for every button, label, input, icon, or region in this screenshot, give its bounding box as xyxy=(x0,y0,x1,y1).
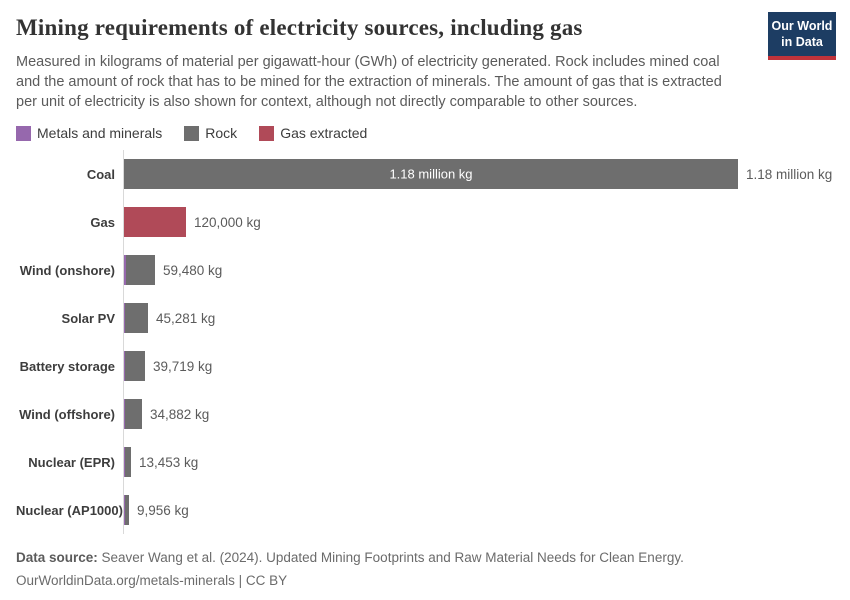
chart-subtitle: Measured in kilograms of material per gi… xyxy=(16,54,722,110)
bar-area: 45,281 kg xyxy=(123,294,834,342)
data-source-text: Seaver Wang et al. (2024). Updated Minin… xyxy=(97,550,684,565)
category-label: Nuclear (AP1000) xyxy=(16,502,123,518)
bar-segment-metals[interactable] xyxy=(124,351,125,381)
category-label: Coal xyxy=(86,166,115,182)
bar-area: 39,719 kg xyxy=(123,342,834,390)
bar[interactable] xyxy=(124,399,142,429)
bar-value-label: 34,882 kg xyxy=(150,406,210,422)
bar-segment-metals[interactable] xyxy=(124,447,125,477)
legend-swatch-icon xyxy=(259,125,275,141)
category-label: Gas xyxy=(90,214,115,230)
bar-value-label: 59,480 kg xyxy=(163,262,223,278)
chart-row: Battery storage 39,719 kg xyxy=(16,342,834,390)
chart-row: Solar PV 45,281 kg xyxy=(16,294,834,342)
chart-row: Gas 120,000 kg xyxy=(16,198,834,246)
bar-value-label: 39,719 kg xyxy=(153,358,213,374)
bar-area: 13,453 kg xyxy=(123,438,834,486)
category-label: Solar PV xyxy=(61,310,115,326)
data-source-line: Data source: Seaver Wang et al. (2024). … xyxy=(16,547,834,570)
chart-row: Wind (offshore) 34,882 kg xyxy=(16,390,834,438)
bar-segment-metals[interactable] xyxy=(124,303,125,333)
category-label: Nuclear (EPR) xyxy=(28,454,115,470)
legend-label: Gas extracted xyxy=(280,125,368,141)
data-source-label: Data source: xyxy=(16,550,98,565)
bar-segment-metals[interactable] xyxy=(124,255,126,285)
legend-item[interactable]: Rock xyxy=(184,125,237,141)
chart-footer: Data source: Seaver Wang et al. (2024). … xyxy=(16,547,834,593)
bar-segment-main[interactable] xyxy=(125,495,129,525)
legend-swatch-icon xyxy=(184,125,200,141)
bar[interactable] xyxy=(124,207,186,237)
bar[interactable]: 1.18 million kg xyxy=(124,159,738,189)
bar[interactable] xyxy=(124,351,145,381)
bar-area: 34,882 kg xyxy=(123,390,834,438)
bar-segment-main[interactable]: 1.18 million kg xyxy=(124,159,738,189)
bar-value-label: 9,956 kg xyxy=(137,502,189,518)
bar[interactable] xyxy=(124,495,129,525)
bar-segment-metals[interactable] xyxy=(124,495,125,525)
chart-row: Coal 1.18 million kg 1.18 million kg xyxy=(16,150,834,198)
bar-segment-metals[interactable] xyxy=(124,399,125,429)
bar[interactable] xyxy=(124,255,155,285)
bar[interactable] xyxy=(124,303,148,333)
bar-area: 1.18 million kg 1.18 million kg xyxy=(123,150,834,198)
legend-swatch-icon xyxy=(16,125,31,141)
bar-value-label: 13,453 kg xyxy=(139,454,199,470)
bar-segment-main[interactable] xyxy=(125,303,148,333)
bar-segment-main[interactable] xyxy=(125,399,142,429)
legend: Metals and minerals Rock Gas extracted xyxy=(16,125,834,141)
bar-value-label: 120,000 kg xyxy=(194,214,261,230)
bar-area: 9,956 kg xyxy=(123,486,834,534)
chart-row: Nuclear (AP1000) 9,956 kg xyxy=(16,486,834,534)
bar-area: 59,480 kg xyxy=(123,246,834,294)
bar[interactable] xyxy=(124,447,131,477)
owid-logo-line1: Our World xyxy=(771,19,833,33)
category-label: Wind (onshore) xyxy=(19,262,115,278)
bar-value-label: 1.18 million kg xyxy=(746,166,833,182)
bar-value-label: 45,281 kg xyxy=(156,310,216,326)
bar-segment-main[interactable] xyxy=(125,447,131,477)
bar-segment-main[interactable] xyxy=(125,351,145,381)
bar-area: 120,000 kg xyxy=(123,198,834,246)
chart-rows: Coal 1.18 million kg 1.18 million kg Gas… xyxy=(16,150,834,534)
legend-item[interactable]: Gas extracted xyxy=(259,125,367,141)
owid-logo: Our World in Data xyxy=(768,12,836,60)
owid-logo-line2: in Data xyxy=(781,35,823,50)
bar-segment-main[interactable] xyxy=(124,207,186,237)
bar-segment-main[interactable] xyxy=(126,255,155,285)
legend-label: Rock xyxy=(205,125,238,141)
license-line: OurWorldinData.org/metals-minerals | CC … xyxy=(16,572,288,588)
chart-row: Wind (onshore) 59,480 kg xyxy=(16,246,834,294)
category-label: Wind (offshore) xyxy=(19,406,115,422)
legend-item[interactable]: Metals and minerals xyxy=(16,125,162,141)
page-title: Mining requirements of electricity sourc… xyxy=(16,15,583,40)
chart-row: Nuclear (EPR) 13,453 kg xyxy=(16,438,834,486)
category-label: Battery storage xyxy=(19,358,115,374)
bar-inside-label: 1.18 million kg xyxy=(389,166,473,182)
legend-label: Metals and minerals xyxy=(37,125,163,141)
